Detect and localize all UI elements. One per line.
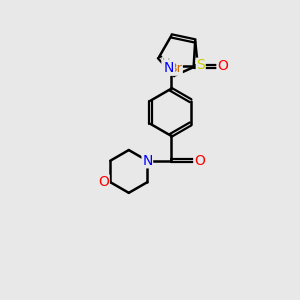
Text: N: N [142,154,152,168]
Text: S: S [196,58,205,72]
Text: H: H [162,58,170,68]
Text: Br: Br [169,62,182,75]
Text: O: O [194,154,205,168]
Text: O: O [98,175,109,189]
Text: O: O [217,59,228,73]
Text: N: N [164,61,174,75]
